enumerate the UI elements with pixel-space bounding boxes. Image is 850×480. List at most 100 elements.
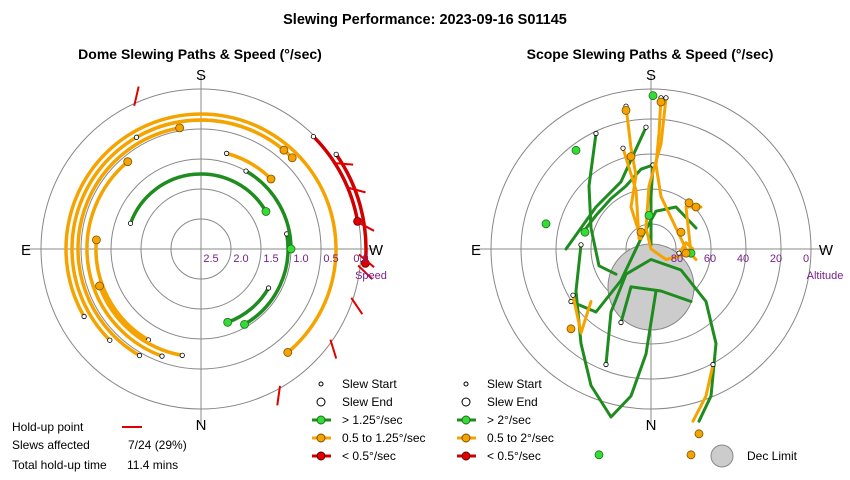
legend-label: > 1.25°/sec bbox=[342, 413, 403, 427]
scope-slew-path bbox=[677, 241, 695, 255]
dome-slew-arc bbox=[97, 284, 184, 358]
dome-compass-w: W bbox=[369, 242, 384, 259]
dome-slew-start bbox=[265, 285, 272, 291]
scope-slew-path bbox=[581, 163, 655, 234]
dome-slew-end bbox=[283, 348, 293, 357]
scope-slew-end bbox=[644, 210, 654, 220]
dome-slew-arc bbox=[128, 172, 268, 226]
scope-legend: Slew Start Slew End > 2°/sec 0.5 to 2°/s… bbox=[457, 377, 798, 468]
dome-tick-label: 1.0 bbox=[293, 253, 308, 265]
dome-tick-label: 0.5 bbox=[323, 253, 338, 265]
dome-slew-start bbox=[224, 150, 230, 156]
scope-slew-end bbox=[694, 429, 704, 439]
dome-holdup-point bbox=[350, 297, 364, 315]
legend-fast-marker bbox=[461, 415, 471, 425]
scope-slew-end bbox=[636, 227, 646, 237]
dome-tick-label: 2.5 bbox=[203, 253, 218, 265]
dome-slew-arc bbox=[224, 151, 273, 181]
scope-tick-label: 80 bbox=[671, 253, 683, 265]
legend-medium-marker bbox=[461, 433, 471, 443]
legend-medium-marker bbox=[316, 433, 326, 443]
dome-slew-start bbox=[107, 337, 113, 343]
dome-chart-title: Dome Slewing Paths & Speed (°/sec) bbox=[78, 46, 322, 62]
dome-slew-arc bbox=[94, 238, 151, 342]
dome-holdup-point bbox=[357, 264, 374, 280]
scope-slew-start bbox=[643, 124, 649, 130]
slews-affected-value: 7/24 (29%) bbox=[128, 438, 187, 452]
dome-slew-start bbox=[133, 134, 140, 140]
scope-slew-end bbox=[626, 152, 636, 162]
scope-tick-label: 40 bbox=[737, 253, 749, 265]
scope-slew-end bbox=[580, 227, 590, 237]
scope-slew-end bbox=[648, 91, 658, 101]
scope-slew-path bbox=[644, 96, 703, 261]
legend-end-marker bbox=[316, 397, 326, 407]
legend-label: < 0.5°/sec bbox=[487, 449, 541, 463]
scope-slew-end bbox=[566, 324, 576, 334]
dome-tick-label: 0.0 bbox=[353, 253, 368, 265]
dome-slew-end bbox=[91, 235, 101, 245]
scope-slew-start bbox=[570, 292, 576, 298]
scope-slew-path bbox=[624, 104, 643, 240]
scope-slew-end bbox=[686, 450, 696, 460]
dome-slew-arc bbox=[225, 286, 271, 325]
holdup-time-value: 11.4 mins bbox=[127, 458, 178, 472]
legend-label: > 2°/sec bbox=[487, 413, 531, 427]
scope-slew-end bbox=[684, 198, 694, 208]
dome-holdup-point bbox=[329, 339, 338, 359]
dome-slew-end bbox=[266, 174, 276, 184]
dome-holdup-point bbox=[333, 161, 354, 166]
scope-slew-start bbox=[620, 145, 626, 151]
scope-slew-end bbox=[594, 450, 604, 460]
dome-slew-start bbox=[310, 133, 317, 140]
scope-slew-end bbox=[621, 106, 631, 115]
legend-end-marker bbox=[461, 397, 471, 407]
dome-compass-s: S bbox=[196, 67, 206, 84]
dome-slew-end bbox=[175, 123, 185, 133]
scope-chart-title: Scope Slewing Paths & Speed (°/sec) bbox=[527, 46, 774, 62]
dome-slew-end bbox=[95, 281, 104, 291]
dome-slew-end bbox=[123, 157, 133, 167]
scope-slew-end bbox=[681, 248, 691, 258]
dome-slew-marks bbox=[64, 86, 375, 406]
scope-slew-path bbox=[587, 132, 618, 276]
legend-label: 0.5 to 1.25°/sec bbox=[342, 431, 426, 445]
scope-slew-start bbox=[663, 95, 669, 101]
legend-slow-marker bbox=[461, 451, 471, 461]
scope-slew-start bbox=[710, 361, 716, 368]
slews-affected-label: Slews affected bbox=[12, 438, 90, 452]
scope-slew-end bbox=[541, 219, 551, 229]
dome-holdup-point bbox=[133, 86, 140, 107]
dome-slew-end bbox=[287, 153, 297, 163]
dome-slew-start bbox=[179, 352, 185, 358]
dome-tick-label: 2.0 bbox=[233, 253, 248, 265]
dome-tick-label: 1.5 bbox=[263, 253, 278, 265]
legend-label: Slew Start bbox=[487, 377, 542, 391]
legend-label: < 0.5°/sec bbox=[342, 449, 396, 463]
dome-compass-n: N bbox=[196, 417, 207, 434]
scope-slew-start bbox=[618, 319, 624, 326]
scope-tick-label: 20 bbox=[770, 253, 782, 265]
legend-slow-marker bbox=[316, 451, 326, 461]
scope-slew-end bbox=[656, 97, 666, 107]
dome-holdup-point bbox=[346, 186, 366, 194]
dome-radial-axis-label: Speed bbox=[355, 270, 387, 282]
dome-holdup-point bbox=[356, 220, 375, 232]
holdup-point-label: Hold-up point bbox=[12, 420, 84, 434]
holdup-summary: Hold-up point Slews affected 7/24 (29%) … bbox=[12, 420, 187, 472]
scope-compass-n: N bbox=[646, 417, 657, 434]
scope-slew-path bbox=[619, 285, 693, 324]
scope-tick-label: 60 bbox=[704, 253, 716, 265]
scope-slew-end bbox=[676, 227, 686, 237]
legend-label: Slew End bbox=[342, 395, 393, 409]
dome-slew-end bbox=[286, 244, 296, 254]
dec-limit-legend-marker bbox=[710, 444, 734, 468]
scope-slew-path bbox=[691, 363, 715, 423]
dome-slew-arc bbox=[134, 118, 286, 152]
legend-fast-marker bbox=[316, 415, 326, 425]
scope-slew-path bbox=[574, 243, 658, 419]
legend-start-marker bbox=[318, 381, 324, 387]
dome-slew-end bbox=[279, 145, 289, 155]
dome-slew-start bbox=[159, 353, 165, 359]
